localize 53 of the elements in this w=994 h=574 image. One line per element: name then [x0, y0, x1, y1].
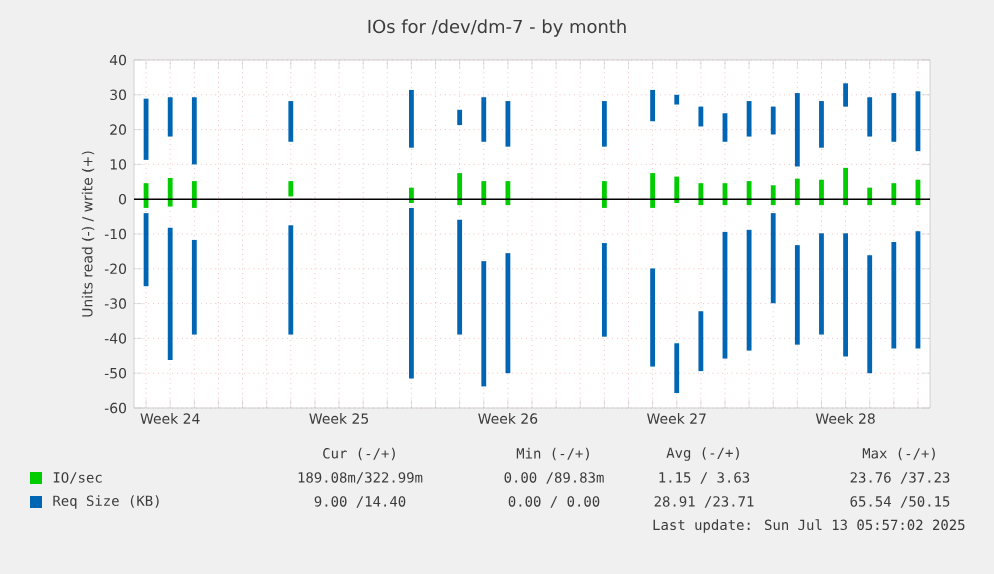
bar — [674, 343, 680, 394]
bar — [408, 89, 414, 148]
bar — [794, 245, 800, 345]
bar — [288, 225, 294, 335]
bar — [650, 268, 656, 367]
bar — [867, 255, 873, 374]
bar — [167, 97, 173, 137]
bar — [457, 173, 463, 206]
bar — [288, 181, 294, 197]
bar — [698, 311, 704, 372]
bar — [794, 93, 800, 167]
chart-title: IOs for /dev/dm-7 - by month — [368, 19, 626, 37]
bar — [167, 227, 173, 360]
bar — [867, 97, 873, 137]
bar — [698, 106, 704, 127]
bar — [770, 213, 776, 304]
bar — [674, 94, 680, 105]
bar — [481, 97, 487, 142]
bar — [746, 229, 752, 351]
bar — [408, 207, 414, 379]
bar — [650, 89, 656, 122]
bar — [674, 176, 680, 204]
bar — [457, 109, 463, 126]
bar — [167, 177, 173, 207]
bar — [819, 179, 824, 206]
bar — [505, 101, 511, 147]
bar — [457, 219, 463, 335]
bar — [843, 83, 848, 107]
bar — [891, 93, 897, 142]
bar — [601, 243, 607, 337]
bar — [819, 101, 824, 148]
bar — [481, 181, 487, 206]
bar — [191, 181, 197, 208]
bar — [746, 101, 752, 137]
bar — [891, 242, 897, 349]
bar — [698, 183, 704, 206]
bar — [843, 233, 848, 357]
bar — [288, 101, 294, 142]
bar — [746, 181, 752, 206]
bar — [601, 181, 607, 208]
bar — [843, 167, 848, 206]
bar — [794, 178, 800, 206]
bar — [601, 101, 607, 147]
bar — [505, 181, 511, 206]
bar — [191, 97, 197, 165]
bar — [191, 239, 197, 335]
bar — [650, 173, 656, 208]
bar — [481, 261, 487, 387]
bar — [770, 185, 776, 206]
bar — [505, 253, 511, 374]
bar — [770, 106, 776, 135]
bar — [891, 183, 897, 206]
bar — [819, 233, 824, 335]
